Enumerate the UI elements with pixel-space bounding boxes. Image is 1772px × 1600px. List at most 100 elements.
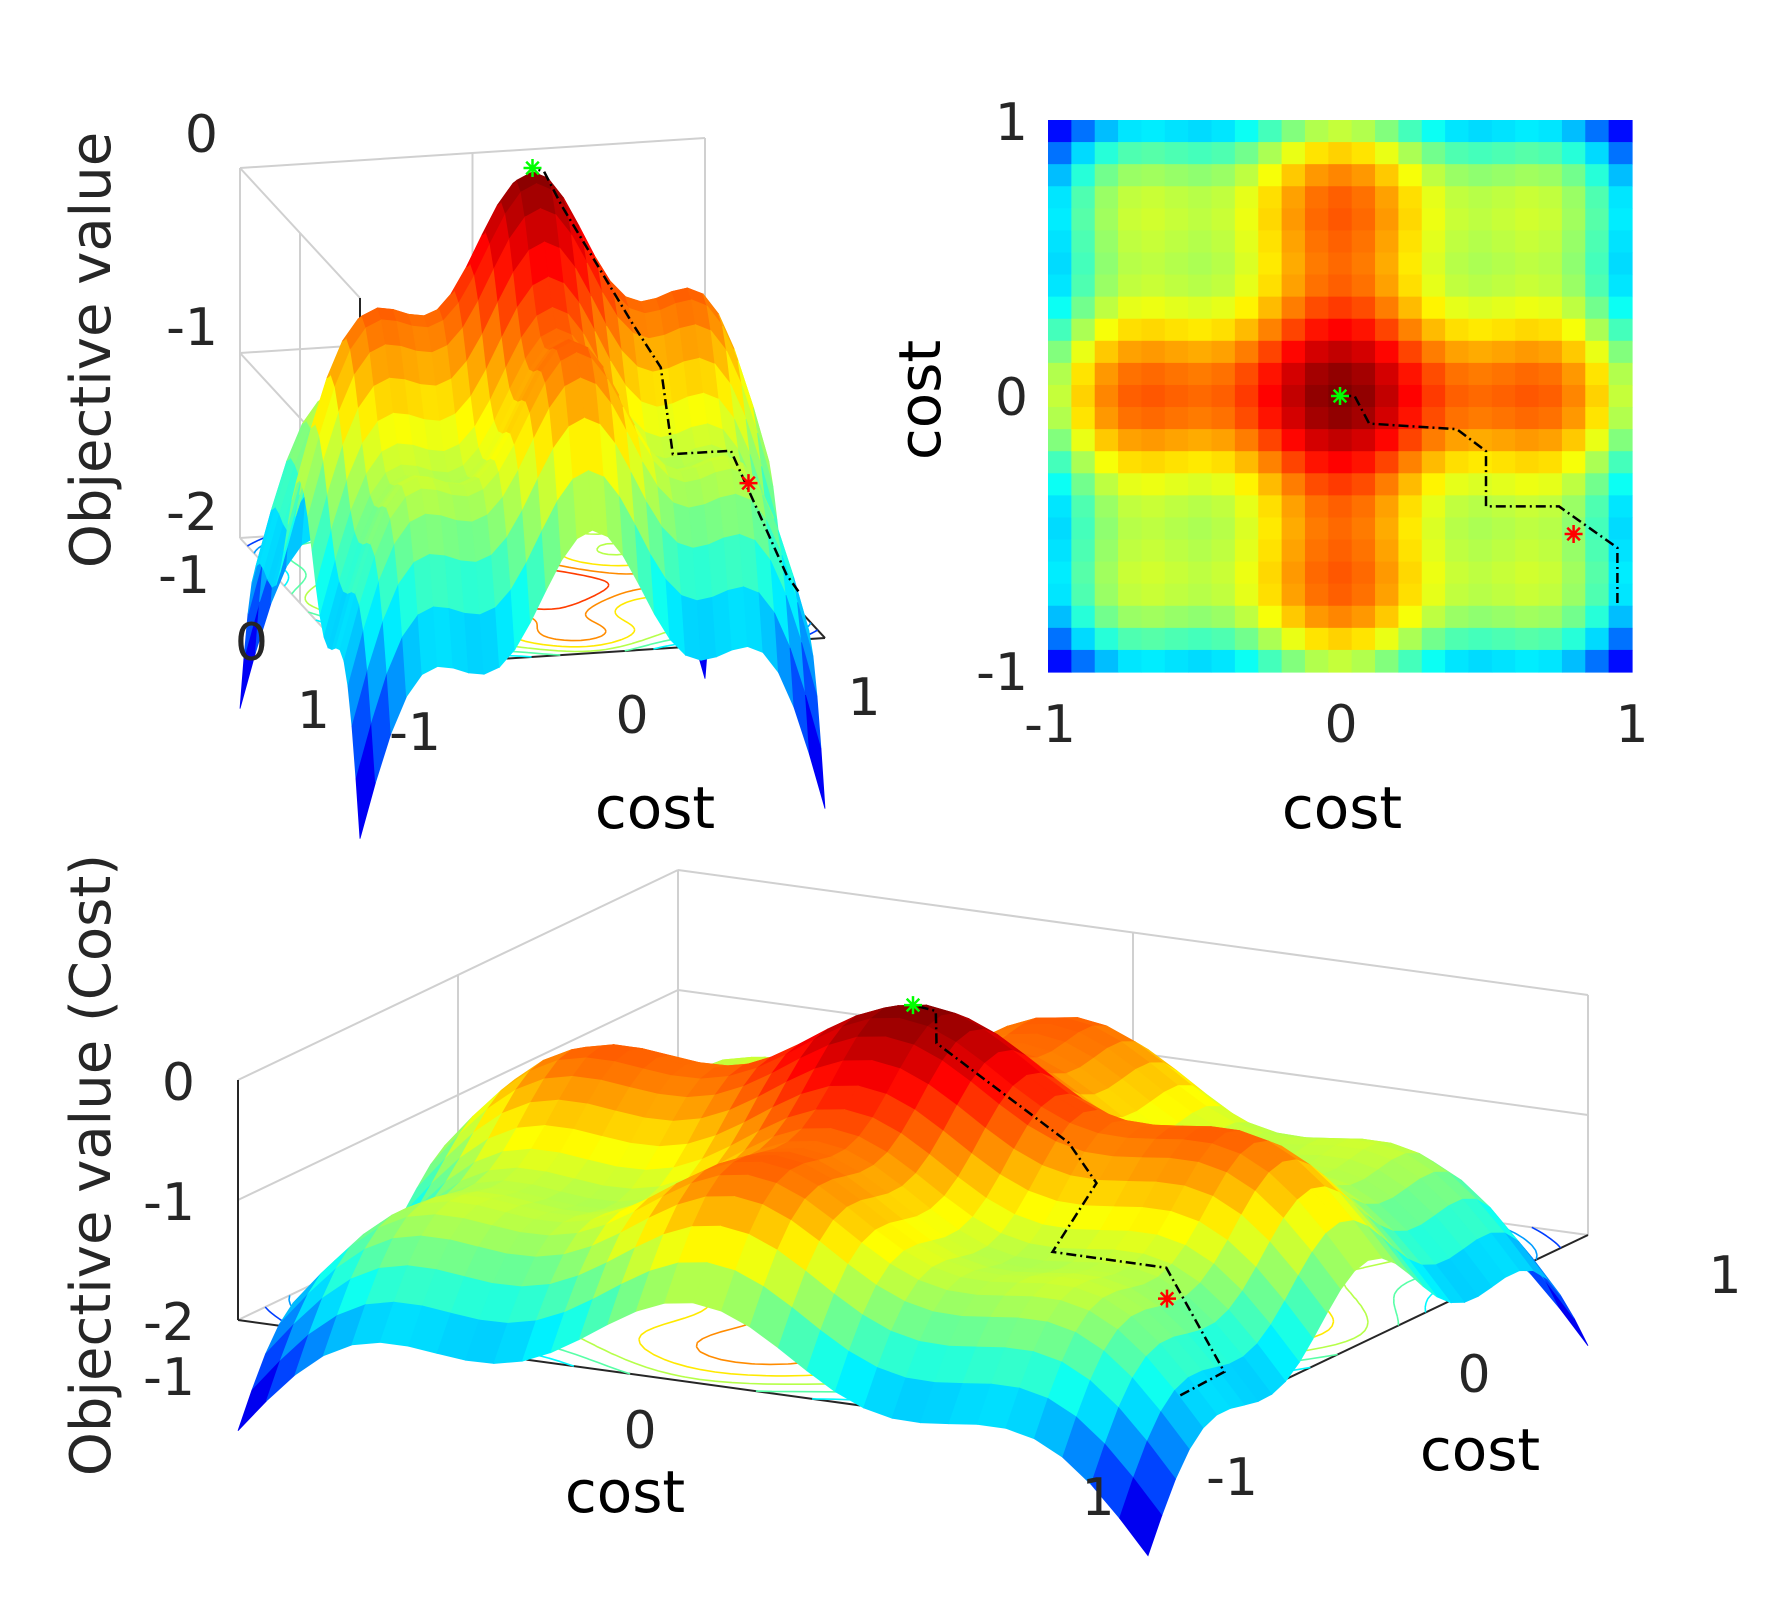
heatmap-cell — [1491, 517, 1516, 541]
heatmap-cell — [1468, 539, 1493, 563]
heatmap-cell — [1258, 230, 1283, 254]
heatmap-cell — [1048, 362, 1072, 386]
heatmap-cell — [1328, 495, 1353, 519]
heatmap-cell — [1304, 230, 1329, 254]
tr-ytick-1: 0 — [995, 368, 1028, 428]
heatmap-cell — [1141, 252, 1166, 276]
heatmap-cell — [1234, 274, 1259, 298]
heatmap-cell — [1398, 296, 1423, 320]
heatmap-cell — [1304, 142, 1329, 165]
heatmap-cell — [1188, 429, 1213, 452]
heatmap-cell — [1304, 318, 1329, 342]
b-start-marker — [1158, 1289, 1176, 1308]
heatmap-cell — [1538, 208, 1563, 231]
heatmap-cell — [1375, 362, 1399, 386]
heatmap-cell — [1094, 627, 1119, 651]
heatmap-cell — [1398, 451, 1423, 474]
heatmap-cell — [1515, 539, 1540, 563]
heatmap-cell — [1071, 296, 1096, 320]
heatmap-cell — [1445, 384, 1470, 408]
heatmap-cell — [1211, 142, 1236, 165]
heatmap-cell — [1421, 164, 1446, 187]
heatmap-cell — [1281, 407, 1306, 430]
heatmap-cell — [1328, 252, 1353, 276]
heatmap-cell — [1164, 384, 1189, 408]
heatmap-cell — [1258, 362, 1283, 386]
heatmap-cell — [1608, 561, 1633, 585]
heatmap-cell — [1561, 208, 1586, 231]
heatmap-cell — [1048, 340, 1072, 364]
heatmap-cell — [1445, 296, 1470, 320]
tl-ytick-1: 0 — [235, 613, 268, 673]
heatmap-cell — [1421, 186, 1446, 209]
heatmap-cell — [1141, 142, 1166, 165]
heatmap-cell — [1188, 164, 1213, 187]
heatmap-cell — [1048, 583, 1072, 607]
heatmap-cell — [1164, 208, 1189, 231]
heatmap-cell — [1328, 429, 1353, 452]
heatmap-cell — [1234, 230, 1259, 254]
heatmap-cell — [1211, 318, 1236, 342]
heatmap-cell — [1164, 142, 1189, 165]
heatmap-cell — [1561, 340, 1586, 364]
heatmap-cell — [1538, 561, 1563, 585]
tr-xtick-2: 1 — [1615, 695, 1648, 755]
heatmap-cell — [1141, 451, 1166, 474]
heatmap-cell — [1304, 186, 1329, 209]
heatmap-cell — [1071, 362, 1096, 386]
heatmap-cell — [1398, 252, 1423, 276]
tr-start-marker — [1564, 525, 1583, 543]
heatmap-cell — [1094, 362, 1119, 386]
tl-path-line — [532, 166, 800, 593]
heatmap-cell — [1538, 318, 1563, 342]
heatmap-cell — [1561, 274, 1586, 298]
heatmap-cell — [1351, 627, 1376, 651]
heatmap-cell — [1538, 384, 1563, 408]
b-ztick-0: 0 — [162, 1053, 195, 1113]
heatmap-top-right: 1 0 -1 -1 0 1 cost cost — [886, 93, 1649, 842]
heatmap-cell — [1304, 605, 1329, 629]
b-xtick-0: -1 — [143, 1348, 195, 1408]
heatmap-cell — [1445, 539, 1470, 563]
heatmap-cell — [1398, 274, 1423, 298]
heatmap-cell — [1118, 517, 1143, 541]
heatmap-cell — [1164, 451, 1189, 474]
heatmap-cell — [1164, 539, 1189, 563]
heatmap-cell — [1608, 583, 1633, 607]
heatmap-cell — [1094, 318, 1119, 342]
heatmap-cell — [1491, 186, 1516, 209]
heatmap-cell — [1515, 274, 1540, 298]
heatmap-cell — [1234, 649, 1259, 673]
heatmap-cell — [1538, 142, 1563, 165]
heatmap-cell — [1561, 186, 1586, 209]
heatmap-cell — [1164, 583, 1189, 607]
heatmap-cell — [1328, 627, 1353, 651]
heatmap-cell — [1141, 362, 1166, 386]
tr-best-marker — [1331, 387, 1349, 405]
heatmap-cell — [1375, 120, 1399, 143]
heatmap-cell — [1585, 495, 1610, 519]
heatmap-cell — [1188, 318, 1213, 342]
heatmap-cell — [1398, 539, 1423, 563]
heatmap-cell — [1351, 186, 1376, 209]
heatmap-cell — [1048, 142, 1072, 165]
heatmap-cell — [1445, 252, 1470, 276]
heatmap-cell — [1585, 583, 1610, 607]
heatmap-cell — [1375, 583, 1399, 607]
heatmap-cell — [1351, 230, 1376, 254]
heatmap-cell — [1094, 451, 1119, 474]
tl-xtick-0: -1 — [389, 703, 441, 763]
heatmap-cell — [1094, 252, 1119, 276]
heatmap-cell — [1281, 296, 1306, 320]
heatmap-cell — [1118, 208, 1143, 231]
heatmap-cell — [1328, 296, 1353, 320]
heatmap-cell — [1304, 384, 1329, 408]
heatmap-cell — [1328, 362, 1353, 386]
heatmap-cell — [1375, 561, 1399, 585]
b-zlabel: Objective value (Cost) — [59, 854, 124, 1476]
heatmap-cell — [1281, 318, 1306, 342]
heatmap-cell — [1491, 539, 1516, 563]
heatmap-cell — [1164, 186, 1189, 209]
heatmap-cell — [1118, 407, 1143, 430]
